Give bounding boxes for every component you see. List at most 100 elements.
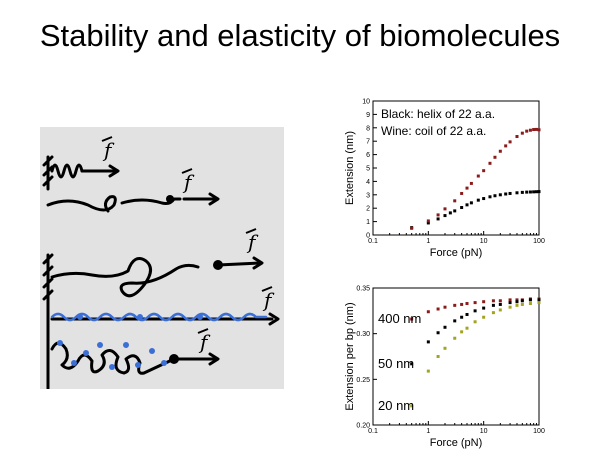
data-point bbox=[465, 312, 469, 316]
page-title: Stability and elasticity of biomolecules bbox=[39, 18, 561, 53]
data-point bbox=[520, 131, 524, 135]
data-point bbox=[520, 190, 524, 194]
data-point bbox=[493, 155, 497, 159]
y-tick-label: 9 bbox=[366, 112, 370, 119]
x-axis-label: Force (pN) bbox=[430, 437, 483, 449]
data-point bbox=[508, 305, 512, 309]
data-point bbox=[508, 140, 512, 144]
data-point bbox=[426, 340, 430, 344]
data-point bbox=[443, 325, 447, 329]
data-point bbox=[436, 213, 440, 217]
data-point bbox=[436, 217, 440, 221]
data-point bbox=[473, 320, 477, 324]
data-point bbox=[534, 127, 538, 131]
data-point bbox=[520, 299, 524, 303]
data-point bbox=[469, 201, 473, 205]
data-point bbox=[436, 331, 440, 335]
data-point bbox=[498, 193, 502, 197]
y-tick-label: 0.35 bbox=[356, 286, 370, 293]
y-tick-label: 4 bbox=[366, 179, 370, 186]
x-tick-label: 0.1 bbox=[368, 238, 378, 245]
data-point bbox=[476, 198, 480, 202]
data-point bbox=[465, 186, 469, 190]
data-point bbox=[488, 161, 492, 165]
data-point bbox=[528, 298, 532, 302]
force-label: f bbox=[198, 330, 211, 354]
data-point bbox=[410, 362, 414, 366]
data-point bbox=[453, 336, 457, 340]
data-point bbox=[491, 299, 495, 303]
data-point bbox=[498, 149, 502, 153]
plot-frame bbox=[372, 287, 540, 426]
data-point bbox=[508, 301, 512, 305]
data-point bbox=[426, 310, 430, 314]
y-tick-label: 6 bbox=[366, 152, 370, 159]
series-label: 50 nm bbox=[378, 356, 414, 371]
y-tick-label: 1 bbox=[366, 219, 370, 226]
data-point bbox=[515, 191, 519, 195]
y-tick-label: 2 bbox=[366, 206, 370, 213]
data-point bbox=[493, 194, 497, 198]
data-point bbox=[498, 308, 502, 312]
extension-vs-force-chart: 0.1 1 10 100 0 1 2 3 4 5 6 7 8 9 10 Force (pN) Extension… bbox=[330, 95, 550, 270]
y-tick-label: 0.30 bbox=[356, 331, 370, 338]
y-tick-label: 10 bbox=[362, 99, 370, 106]
y-axis-label: Extension (nm) bbox=[344, 131, 356, 205]
y-axis-label: Extension per bp (nm) bbox=[344, 302, 356, 410]
chart-annotation: Black: helix of 22 a.a. bbox=[381, 107, 495, 121]
data-point bbox=[488, 195, 492, 199]
data-point bbox=[436, 355, 440, 358]
data-point bbox=[482, 197, 486, 201]
data-point bbox=[532, 190, 536, 194]
data-point bbox=[537, 298, 541, 302]
data-point bbox=[426, 221, 430, 225]
bead-icon bbox=[169, 354, 179, 364]
y-tick-label: 3 bbox=[366, 192, 370, 199]
sketch-panel: f f f f f bbox=[40, 127, 284, 389]
y-tick-label: 0 bbox=[366, 233, 370, 240]
force-arrow-icon bbox=[216, 261, 262, 267]
data-point bbox=[473, 301, 477, 305]
bead-icon bbox=[213, 260, 223, 270]
data-point bbox=[448, 211, 452, 215]
data-point bbox=[532, 128, 536, 132]
data-point bbox=[515, 135, 519, 139]
data-point bbox=[534, 190, 538, 194]
monomer-beads bbox=[57, 314, 203, 370]
data-point bbox=[426, 369, 430, 373]
x-tick-label: 1 bbox=[426, 428, 430, 435]
series-label: 400 nm bbox=[378, 311, 421, 326]
data-point bbox=[482, 306, 486, 310]
data-point bbox=[528, 190, 532, 194]
x-tick-label: 10 bbox=[480, 238, 488, 245]
data-point bbox=[482, 169, 486, 173]
data-point bbox=[443, 214, 447, 218]
chart-bottom-svg: 0.1 1 10 100 0.20 0.25 0.30 0.35 Force (pN) Exten… bbox=[344, 286, 545, 450]
data-point bbox=[473, 309, 477, 313]
x-tick-label: 10 bbox=[480, 428, 488, 435]
force-label: f bbox=[262, 288, 275, 312]
data-point bbox=[410, 404, 414, 408]
y-tick-label: 0.20 bbox=[356, 423, 370, 430]
data-point bbox=[476, 174, 480, 178]
data-point bbox=[460, 206, 464, 210]
data-point bbox=[443, 207, 447, 211]
data-point bbox=[426, 219, 430, 223]
data-point bbox=[515, 300, 519, 304]
series-label: 20 nm bbox=[378, 398, 414, 413]
data-point bbox=[515, 303, 519, 307]
data-point bbox=[525, 129, 529, 133]
data-point bbox=[443, 305, 447, 309]
y-tick-label: 5 bbox=[366, 166, 370, 173]
chart-annotation: Wine: coil of 22 a.a. bbox=[381, 124, 486, 138]
helix-sketch bbox=[42, 155, 220, 213]
x-tick-label: 100 bbox=[533, 428, 545, 435]
data-point bbox=[528, 302, 532, 306]
data-point bbox=[537, 301, 541, 305]
force-label: f bbox=[182, 170, 195, 194]
data-point bbox=[410, 317, 414, 321]
data-point bbox=[465, 203, 469, 207]
data-point bbox=[537, 190, 541, 194]
force-label: f bbox=[102, 138, 115, 162]
data-point bbox=[482, 300, 486, 304]
